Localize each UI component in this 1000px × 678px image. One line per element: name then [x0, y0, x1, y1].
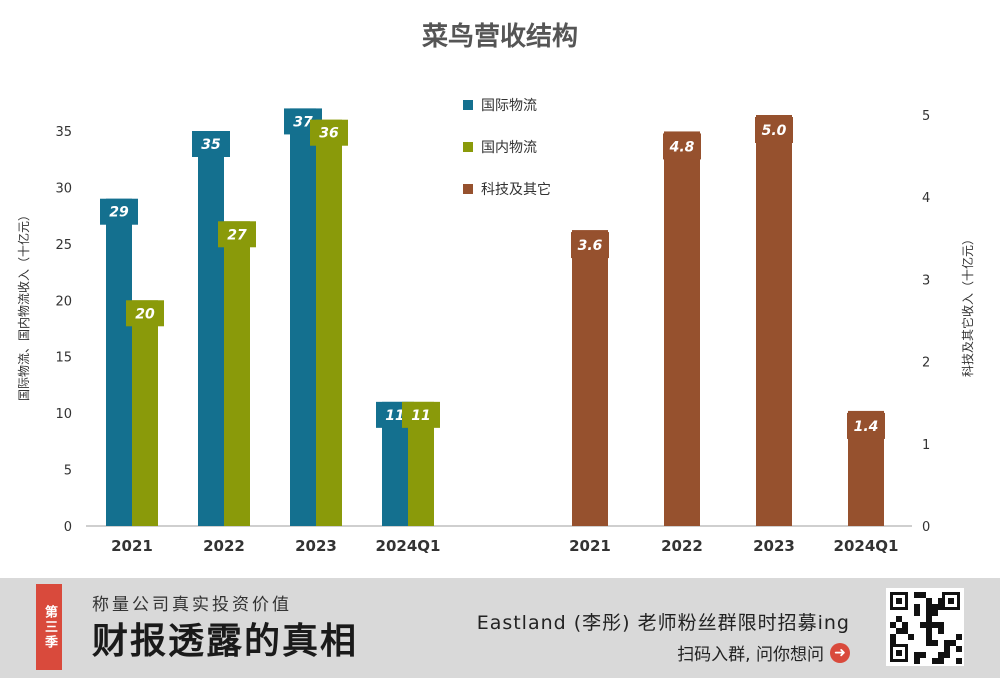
- data-label-bg: [100, 198, 138, 225]
- left-y-tick-label: 10: [55, 407, 72, 422]
- x-tick-label: 2021: [111, 537, 153, 555]
- left-y-tick-label: 5: [64, 464, 72, 479]
- left-y-tick-label: 0: [64, 520, 72, 535]
- x-tick-label: 2022: [661, 537, 703, 555]
- data-label-bg: [847, 412, 885, 439]
- arrow-right-icon: ➜: [830, 642, 850, 663]
- scan-cta[interactable]: 扫码入群, 问你想问 ➜: [677, 640, 850, 665]
- left-y-tick-label: 35: [55, 125, 72, 140]
- data-label-bg: [126, 300, 164, 327]
- data-label: 3.6: [578, 238, 603, 254]
- x-tick-label: 2023: [295, 537, 337, 555]
- data-label: 4.8: [669, 139, 695, 155]
- data-label: 1.4: [854, 419, 879, 435]
- left-y-tick-label: 15: [55, 351, 72, 366]
- right-y-tick-label: 5: [922, 109, 930, 124]
- bar-intl: [106, 198, 132, 526]
- right-y-tick-label: 0: [922, 520, 930, 535]
- scan-cta-label: 扫码入群, 问你想问: [677, 645, 824, 665]
- x-tick-label: 2024Q1: [376, 537, 441, 555]
- chart-title: 菜鸟营收结构: [421, 21, 578, 52]
- bar-tech: [664, 131, 700, 526]
- data-label: 5.0: [762, 123, 787, 139]
- data-label: 27: [227, 227, 247, 243]
- legend-swatch: [463, 100, 473, 110]
- data-label: 11: [411, 408, 430, 424]
- left-y-tick-label: 25: [55, 238, 72, 253]
- right-y-tick-label: 2: [922, 356, 930, 371]
- data-label: 37: [293, 114, 313, 130]
- qr-code-icon[interactable]: [886, 588, 964, 666]
- data-label-bg: [218, 221, 256, 248]
- legend-label: 国际物流: [481, 98, 537, 114]
- bar-intl: [290, 108, 316, 526]
- fan-group-promo: Eastland (李彤) 老师粉丝群限时招募ing: [476, 612, 850, 634]
- x-tick-label: 2021: [569, 537, 611, 555]
- bar-intl: [198, 131, 224, 526]
- data-label-bg: [192, 131, 230, 157]
- x-tick-label: 2022: [203, 537, 245, 555]
- data-label-bg: [402, 401, 440, 428]
- data-label: 36: [319, 126, 339, 142]
- data-label-bg: [310, 119, 348, 146]
- x-tick-label: 2024Q1: [834, 537, 899, 555]
- data-label-bg: [755, 117, 793, 143]
- right-y-tick-label: 1: [922, 438, 930, 453]
- data-label: 11: [385, 408, 404, 424]
- legend-swatch: [463, 142, 473, 152]
- legend-label: 国内物流: [481, 140, 537, 156]
- bar-domestic: [316, 119, 342, 526]
- banner-subtitle: 称量公司真实投资价值: [92, 595, 292, 615]
- right-y-axis-label: 科技及其它收入（十亿元）: [960, 233, 975, 377]
- bar-domestic: [132, 300, 158, 526]
- data-label-bg: [571, 232, 609, 259]
- right-y-tick-label: 4: [922, 191, 930, 206]
- left-y-tick-label: 30: [55, 181, 72, 196]
- data-label: 20: [135, 306, 155, 322]
- bar-tech: [756, 115, 792, 526]
- revenue-chart: 菜鸟营收结构05101520253035国际物流、国内物流收入（十亿元）0123…: [16, 21, 975, 555]
- bar-domestic: [224, 221, 250, 527]
- bar-tech: [572, 230, 608, 526]
- left-y-tick-label: 20: [55, 294, 72, 309]
- right-y-tick-label: 3: [922, 273, 930, 288]
- data-label-bg: [663, 133, 701, 160]
- data-label: 35: [201, 137, 221, 153]
- legend-swatch: [463, 184, 473, 194]
- banner-headline: 财报透露的真相: [92, 620, 359, 662]
- legend-label: 科技及其它: [481, 181, 551, 198]
- promo-banner: 第三季 称量公司真实投资价值 财报透露的真相 Eastland (李彤) 老师粉…: [0, 578, 1000, 678]
- data-label: 29: [109, 205, 129, 221]
- left-y-axis-label: 国际物流、国内物流收入（十亿元）: [16, 209, 31, 401]
- x-tick-label: 2023: [753, 537, 795, 555]
- season-badge: 第三季: [36, 584, 62, 670]
